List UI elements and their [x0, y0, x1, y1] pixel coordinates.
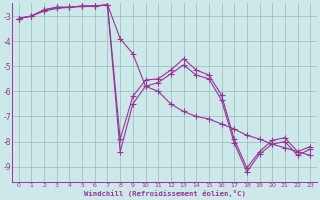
X-axis label: Windchill (Refroidissement éolien,°C): Windchill (Refroidissement éolien,°C): [84, 190, 245, 197]
